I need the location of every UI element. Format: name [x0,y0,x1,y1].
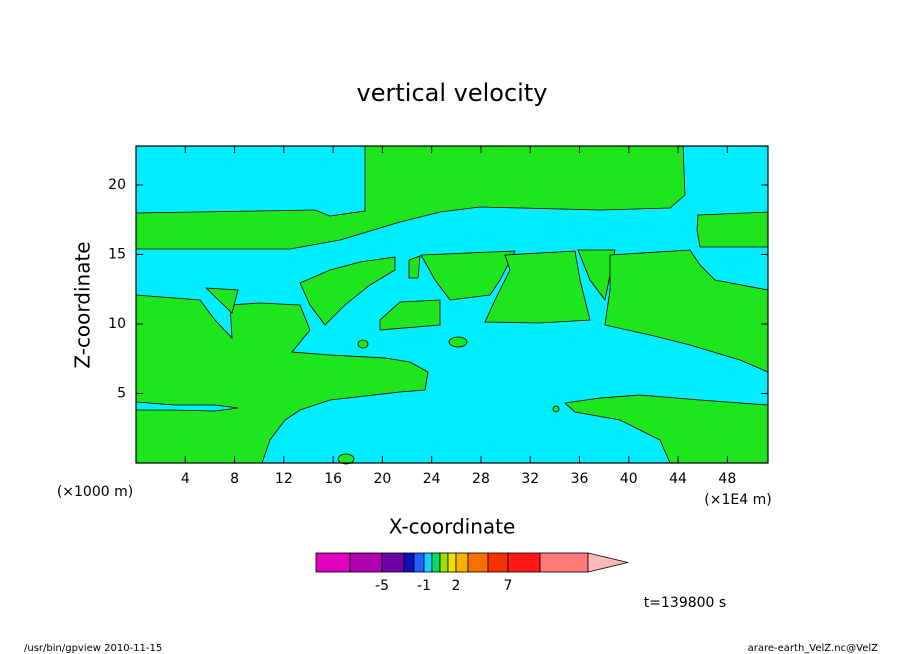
footer-right: arare-earth_VelZ.nc@VelZ [748,643,879,654]
x-tick-label: 20 [373,471,391,487]
colorbar-box [431,552,441,573]
contour-field [135,145,769,465]
x-axis-label: X-coordinate [389,515,516,539]
colorbar-box [423,552,433,573]
colorbar-tick-label: -5 [375,578,389,594]
colorbar-tick-label: -1 [417,578,431,594]
chart-title: vertical velocity [357,79,548,107]
x-tick-label: 36 [571,471,589,487]
colorbar-box [315,552,351,573]
colorbar-box [349,552,383,573]
region [552,405,560,413]
y-tick-label: 15 [108,246,126,262]
x-tick-label: 44 [669,471,687,487]
x-tick-label: 28 [472,471,490,487]
colorbar-box [381,552,405,573]
region [135,294,429,464]
region [135,401,239,412]
region [204,287,239,314]
x-tick-label: 12 [275,471,293,487]
x-unit-label: (×1E4 m) [704,492,771,508]
region [299,256,396,326]
region [420,250,516,301]
region [408,255,421,279]
y-tick-label: 5 [117,385,126,401]
colorbar-tick-label: 7 [504,578,513,594]
region [135,145,686,250]
region [484,250,591,324]
plot-frame [135,145,769,464]
y-tick-label: 20 [108,177,126,193]
region [448,336,468,348]
x-tick-label: 16 [324,471,342,487]
time-label: t=139800 s [644,595,726,611]
colorbar-box [467,552,489,573]
colorbar-arrow [587,552,629,573]
y-tick-label: 10 [108,316,126,332]
region [577,249,616,301]
x-unit-label: (×1000 m) [57,484,133,500]
colorbar-box [413,552,425,573]
region [604,249,769,373]
colorbar-box [507,552,541,573]
x-tick-label: 8 [230,471,239,487]
colorbar-box [439,552,449,573]
x-tick-label: 24 [423,471,441,487]
colorbar-box [487,552,509,573]
colorbar-box [403,552,415,573]
region [696,211,769,248]
x-tick-label: 48 [718,471,736,487]
colorbar-box [455,552,469,573]
region [379,299,441,331]
region [337,453,355,465]
region [357,339,369,349]
x-tick-label: 4 [181,471,190,487]
footer-left: /usr/bin/gpview 2010-11-15 [24,643,162,654]
x-tick-label: 40 [620,471,638,487]
colorbar-box [447,552,457,573]
y-axis-label: Z-coordinate [71,241,95,368]
colorbar-box [539,552,589,573]
x-tick-label: 32 [521,471,539,487]
colorbar-tick-label: 2 [452,578,461,594]
